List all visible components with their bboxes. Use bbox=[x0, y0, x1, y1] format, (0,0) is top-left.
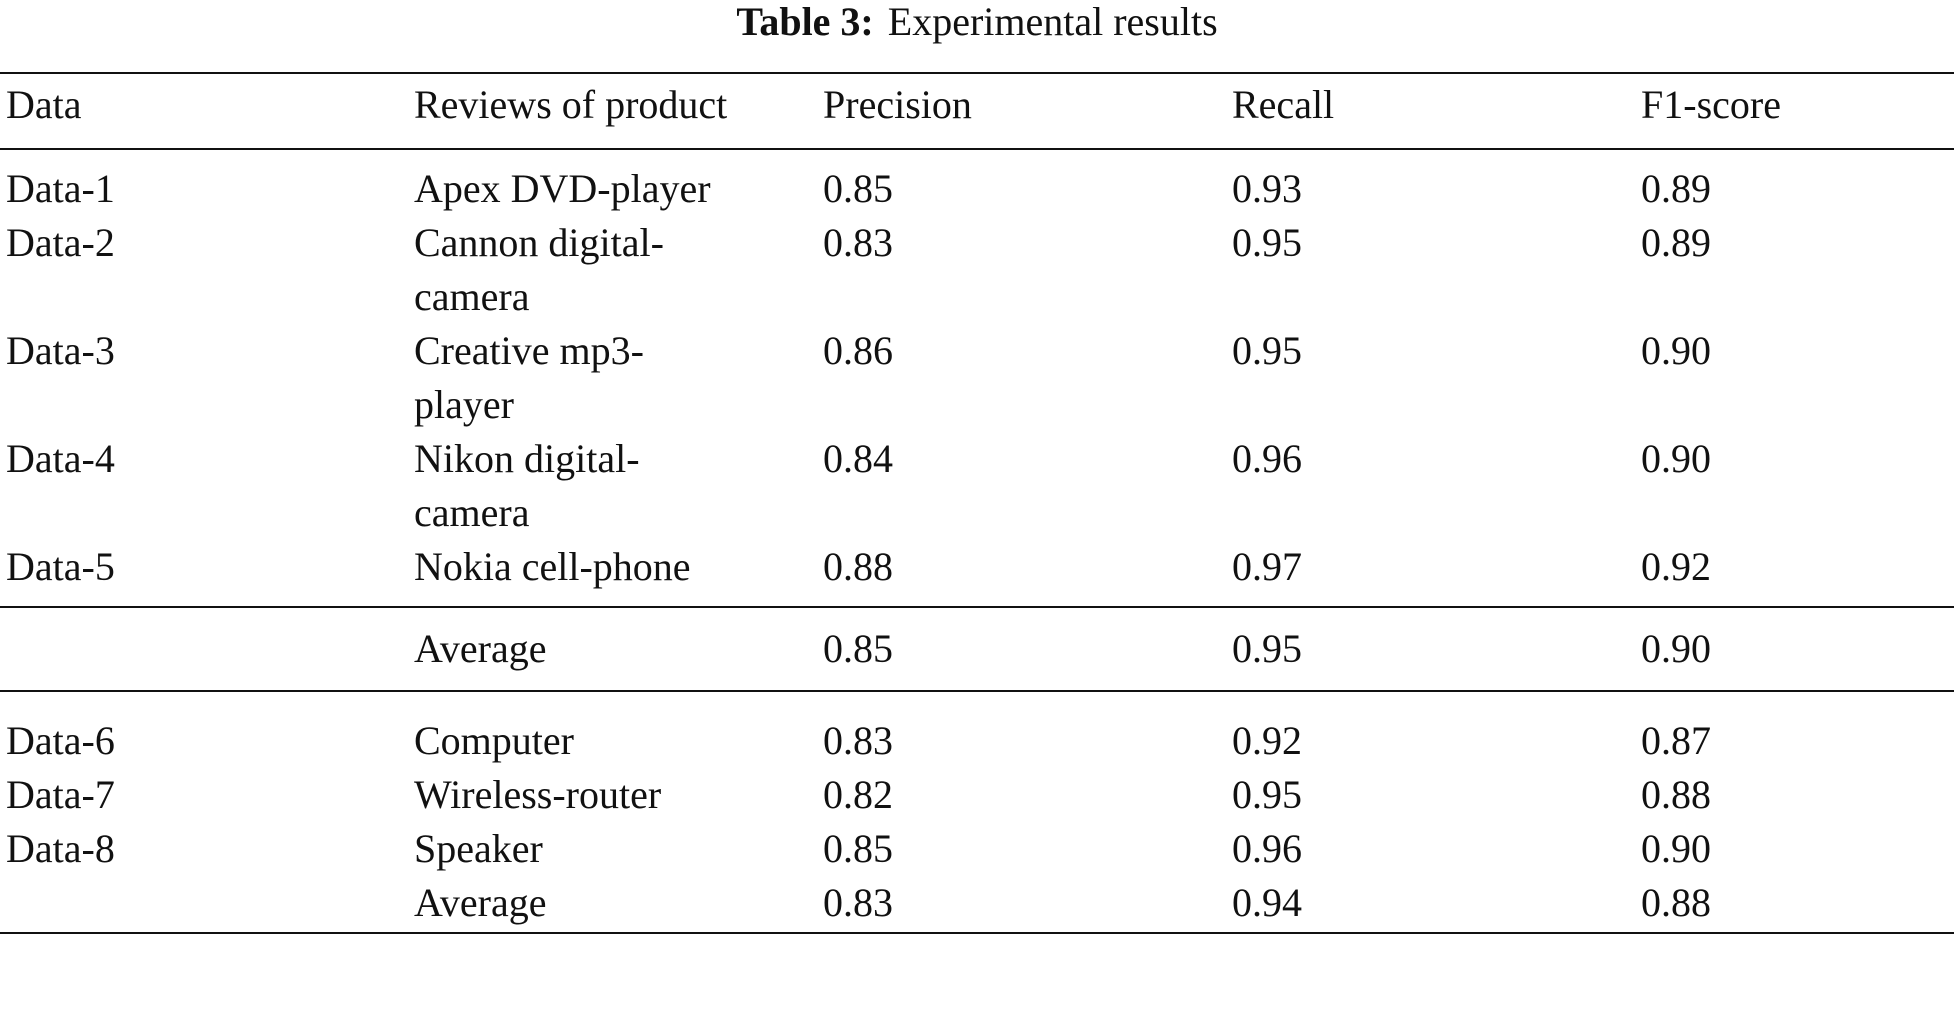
cell-product: Creative mp3-player bbox=[408, 324, 817, 432]
cell-precision: 0.84 bbox=[823, 436, 893, 481]
column-header-precision: Precision bbox=[823, 82, 972, 127]
cell-data bbox=[0, 876, 408, 933]
cell-precision: 0.85 bbox=[823, 166, 893, 211]
cell-data: Data-7 bbox=[6, 772, 115, 817]
cell-recall: 0.95 bbox=[1232, 328, 1302, 373]
cell-f1: 0.87 bbox=[1641, 718, 1711, 763]
cell-product: Nikon digital-camera bbox=[408, 432, 817, 540]
header-row: Data Reviews of product Precision Recall… bbox=[0, 73, 1954, 149]
cell-f1: 0.90 bbox=[1641, 626, 1711, 671]
cell-precision: 0.83 bbox=[823, 718, 893, 763]
cell-product: Cannon digital-camera bbox=[408, 216, 817, 324]
cell-f1: 0.90 bbox=[1641, 826, 1711, 871]
table-row: Data-6 Computer 0.83 0.92 0.87 bbox=[0, 691, 1954, 768]
cell-data: Data-2 bbox=[6, 220, 115, 265]
cell-recall: 0.93 bbox=[1232, 166, 1302, 211]
cell-precision: 0.88 bbox=[823, 544, 893, 589]
cell-f1: 0.89 bbox=[1641, 166, 1711, 211]
table-row: Data-8 Speaker 0.85 0.96 0.90 bbox=[0, 822, 1954, 876]
table-caption: Table 3: Experimental results bbox=[0, 0, 1954, 44]
cell-recall: 0.96 bbox=[1232, 826, 1302, 871]
table-row: Data-7 Wireless-router 0.82 0.95 0.88 bbox=[0, 768, 1954, 822]
table-row: Data-4 Nikon digital-camera 0.84 0.96 0.… bbox=[0, 432, 1954, 540]
cell-data: Data-5 bbox=[6, 544, 115, 589]
column-header-data: Data bbox=[6, 82, 82, 127]
cell-precision: 0.86 bbox=[823, 328, 893, 373]
cell-product: Computer bbox=[414, 718, 574, 763]
average-row: Average 0.83 0.94 0.88 bbox=[0, 876, 1954, 933]
cell-product: Speaker bbox=[414, 826, 543, 871]
cell-data bbox=[0, 607, 408, 691]
cell-product-text: Cannon digital-camera bbox=[414, 220, 664, 319]
caption-label: Table 3: bbox=[736, 0, 874, 44]
table-row: Data-1 Apex DVD-player 0.85 0.93 0.89 bbox=[0, 149, 1954, 216]
cell-precision: 0.83 bbox=[823, 220, 893, 265]
cell-product: Average bbox=[414, 626, 547, 671]
cell-f1: 0.90 bbox=[1641, 328, 1711, 373]
cell-data: Data-4 bbox=[6, 436, 115, 481]
cell-f1: 0.88 bbox=[1641, 772, 1711, 817]
cell-data: Data-8 bbox=[6, 826, 115, 871]
column-header-f1: F1-score bbox=[1641, 82, 1781, 127]
cell-data: Data-1 bbox=[6, 166, 115, 211]
cell-product-text: Apex DVD-player bbox=[414, 166, 711, 211]
cell-precision: 0.83 bbox=[823, 880, 893, 925]
cell-product: Average bbox=[414, 880, 547, 925]
table-row: Data-2 Cannon digital-camera 0.83 0.95 0… bbox=[0, 216, 1954, 324]
cell-f1: 0.89 bbox=[1641, 220, 1711, 265]
cell-product-text: Nokia cell-phone bbox=[414, 544, 691, 589]
cell-recall: 0.95 bbox=[1232, 220, 1302, 265]
cell-product-text: Nikon digital-camera bbox=[414, 436, 640, 535]
cell-data: Data-6 bbox=[6, 718, 115, 763]
table-group-2: Data-6 Computer 0.83 0.92 0.87 Data-7 Wi… bbox=[0, 691, 1954, 933]
results-table: Data Reviews of product Precision Recall… bbox=[0, 72, 1954, 934]
cell-recall: 0.95 bbox=[1232, 772, 1302, 817]
cell-f1: 0.90 bbox=[1641, 436, 1711, 481]
cell-recall: 0.92 bbox=[1232, 718, 1302, 763]
cell-precision: 0.85 bbox=[823, 626, 893, 671]
cell-product: Wireless-router bbox=[414, 772, 662, 817]
cell-product: Apex DVD-player bbox=[408, 149, 817, 216]
table-row: Data-5 Nokia cell-phone 0.88 0.97 0.92 bbox=[0, 540, 1954, 607]
cell-recall: 0.96 bbox=[1232, 436, 1302, 481]
cell-f1: 0.88 bbox=[1641, 880, 1711, 925]
column-header-product: Reviews of product bbox=[414, 82, 728, 127]
table-row: Data-3 Creative mp3-player 0.86 0.95 0.9… bbox=[0, 324, 1954, 432]
caption-title: Experimental results bbox=[887, 0, 1218, 44]
cell-recall: 0.95 bbox=[1232, 626, 1302, 671]
cell-precision: 0.85 bbox=[823, 826, 893, 871]
cell-recall: 0.94 bbox=[1232, 880, 1302, 925]
cell-product: Nokia cell-phone bbox=[408, 540, 817, 607]
cell-f1: 0.92 bbox=[1641, 544, 1711, 589]
cell-precision: 0.82 bbox=[823, 772, 893, 817]
average-row: Average 0.85 0.95 0.90 bbox=[0, 607, 1954, 691]
table-header: Data Reviews of product Precision Recall… bbox=[0, 73, 1954, 149]
cell-recall: 0.97 bbox=[1232, 544, 1302, 589]
column-header-recall: Recall bbox=[1232, 82, 1335, 127]
cell-product-text: Creative mp3-player bbox=[414, 328, 644, 427]
table-group-1: Data-1 Apex DVD-player 0.85 0.93 0.89 Da… bbox=[0, 149, 1954, 691]
cell-data: Data-3 bbox=[6, 328, 115, 373]
